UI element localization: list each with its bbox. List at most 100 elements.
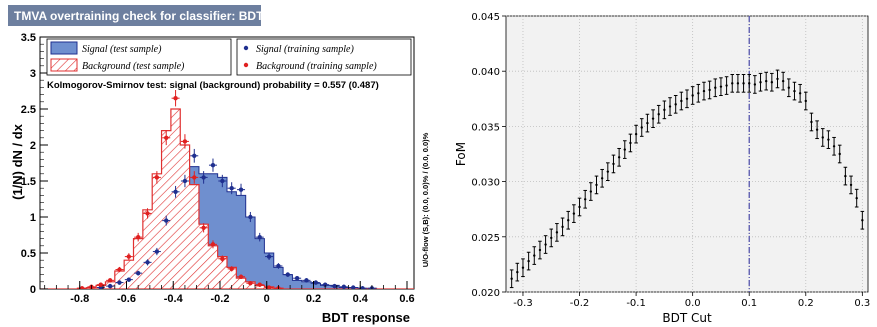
fom-point bbox=[572, 212, 576, 215]
fom-point bbox=[714, 86, 717, 89]
left-x-tick-label: -0.8 bbox=[70, 293, 89, 305]
fom-point bbox=[804, 99, 807, 103]
signal-train-point bbox=[304, 278, 309, 283]
left-y-tick-label: 0.5 bbox=[21, 248, 36, 260]
fom-point bbox=[550, 236, 553, 240]
background-test-histogram bbox=[40, 108, 414, 289]
background-train-point bbox=[210, 242, 216, 247]
fom-point bbox=[719, 85, 723, 88]
background-train-point bbox=[257, 282, 262, 287]
signal-train-point bbox=[313, 280, 319, 285]
left-y-tick-label: 1 bbox=[30, 212, 36, 224]
left-y-tick-label: 3 bbox=[30, 68, 36, 80]
signal-train-point bbox=[229, 186, 234, 191]
fom-point bbox=[680, 99, 683, 103]
left-x-label: BDT response bbox=[322, 310, 410, 325]
left-y-label: (1/N) dN / dx bbox=[10, 123, 25, 200]
right-plot-frame bbox=[505, 15, 869, 293]
signal-train-point bbox=[248, 214, 253, 220]
legend-signal-test: Signal (test sample) bbox=[82, 44, 162, 55]
fom-point bbox=[651, 117, 655, 120]
fom-point bbox=[510, 277, 513, 280]
right-x-tick-label: 0.2 bbox=[798, 298, 814, 309]
legend-background-train: Background (training sample) bbox=[256, 61, 377, 72]
background-train-point bbox=[220, 256, 225, 261]
fom-point bbox=[861, 219, 864, 222]
background-train-point bbox=[238, 274, 244, 279]
fom-point bbox=[521, 266, 525, 269]
fom-point bbox=[821, 136, 824, 139]
fom-point bbox=[798, 92, 802, 95]
right-y-tick-label: 0.030 bbox=[471, 178, 500, 189]
right-x-ticks: -0.3 -0.2 -0.1 0.0 0.1 0.2 0.3 bbox=[513, 292, 870, 309]
fom-point bbox=[668, 105, 672, 108]
signal-train-point bbox=[173, 189, 178, 194]
fom-point bbox=[708, 88, 711, 92]
background-train-point bbox=[182, 139, 188, 144]
signal-train-point bbox=[351, 285, 356, 289]
background-train-point bbox=[192, 175, 197, 180]
left-y-tick-label: 1.5 bbox=[21, 176, 36, 188]
right-y-label: FoM bbox=[454, 142, 468, 166]
fom-point bbox=[657, 113, 660, 116]
background-train-point bbox=[98, 282, 103, 287]
background-train-point bbox=[135, 234, 141, 240]
fom-point bbox=[759, 81, 762, 84]
fom-point bbox=[810, 120, 813, 124]
ks-test-text: Kolmogorov-Smirnov test: signal (backgro… bbox=[47, 80, 379, 91]
fom-point bbox=[612, 162, 615, 166]
signal-train-point bbox=[294, 276, 300, 281]
fom-point bbox=[776, 77, 779, 81]
background-test-area bbox=[40, 108, 414, 289]
background-train-point bbox=[107, 278, 113, 283]
signal-train-point bbox=[117, 280, 122, 285]
signal-train-point bbox=[220, 178, 225, 184]
left-x-ticks: -0.8 -0.6 -0.4 -0.2 0 0.2 0.4 0.6 bbox=[44, 281, 415, 305]
right-x-tick-label: -0.1 bbox=[626, 298, 646, 309]
signal-train-point bbox=[126, 277, 132, 282]
signal-train-point bbox=[276, 263, 281, 269]
signal-train-point bbox=[360, 286, 365, 289]
signal-train-point bbox=[145, 260, 150, 265]
fom-point bbox=[589, 190, 593, 193]
right-y-ticks: 0.020 0.025 0.030 0.035 0.040 0.045 bbox=[471, 12, 506, 299]
fom-point bbox=[674, 103, 677, 106]
fom-point bbox=[567, 219, 570, 222]
fom-point bbox=[697, 92, 700, 95]
left-y-tick-label: 2.5 bbox=[21, 104, 36, 116]
left-x-tick-label: 0 bbox=[264, 293, 270, 305]
fom-point bbox=[753, 83, 757, 86]
background-train-point bbox=[229, 266, 234, 272]
fom-point bbox=[748, 82, 751, 85]
fom-point bbox=[702, 89, 706, 93]
signal-train-point bbox=[285, 272, 290, 277]
left-x-tick-label: 0.2 bbox=[306, 293, 321, 305]
left-x-tick-label: -0.4 bbox=[164, 293, 184, 305]
fom-point bbox=[793, 89, 796, 93]
legend-signal-train-marker bbox=[243, 45, 249, 51]
title-box bbox=[8, 5, 261, 26]
overtraining-chart: TMVA overtraining check for classifier: … bbox=[8, 5, 430, 325]
fom-point bbox=[533, 254, 536, 257]
overflow-label: U/O-flow (S,B): (0.0, 0.0)% / (0.0, 0.0)… bbox=[421, 132, 430, 267]
right-y-tick-label: 0.045 bbox=[471, 12, 500, 23]
right-x-tick-label: 0.3 bbox=[854, 298, 870, 309]
left-x-tick-label: 0.4 bbox=[353, 293, 369, 305]
fom-point bbox=[815, 128, 819, 131]
fom-point bbox=[663, 108, 666, 112]
background-train-point bbox=[79, 286, 85, 289]
fom-point bbox=[595, 183, 598, 187]
fom-point bbox=[629, 141, 632, 145]
left-x-tick-label: 0.6 bbox=[399, 293, 414, 305]
fom-point bbox=[617, 156, 621, 159]
signal-train-point bbox=[257, 234, 262, 240]
left-x-tick-label: -0.2 bbox=[211, 293, 230, 305]
right-y-tick-label: 0.035 bbox=[471, 122, 500, 133]
fom-point bbox=[832, 145, 836, 148]
fom-point bbox=[634, 132, 638, 136]
signal-train-point bbox=[164, 218, 169, 223]
fom-point bbox=[646, 121, 649, 125]
signal-train-point bbox=[341, 284, 347, 289]
right-x-label: BDT Cut bbox=[662, 311, 712, 325]
